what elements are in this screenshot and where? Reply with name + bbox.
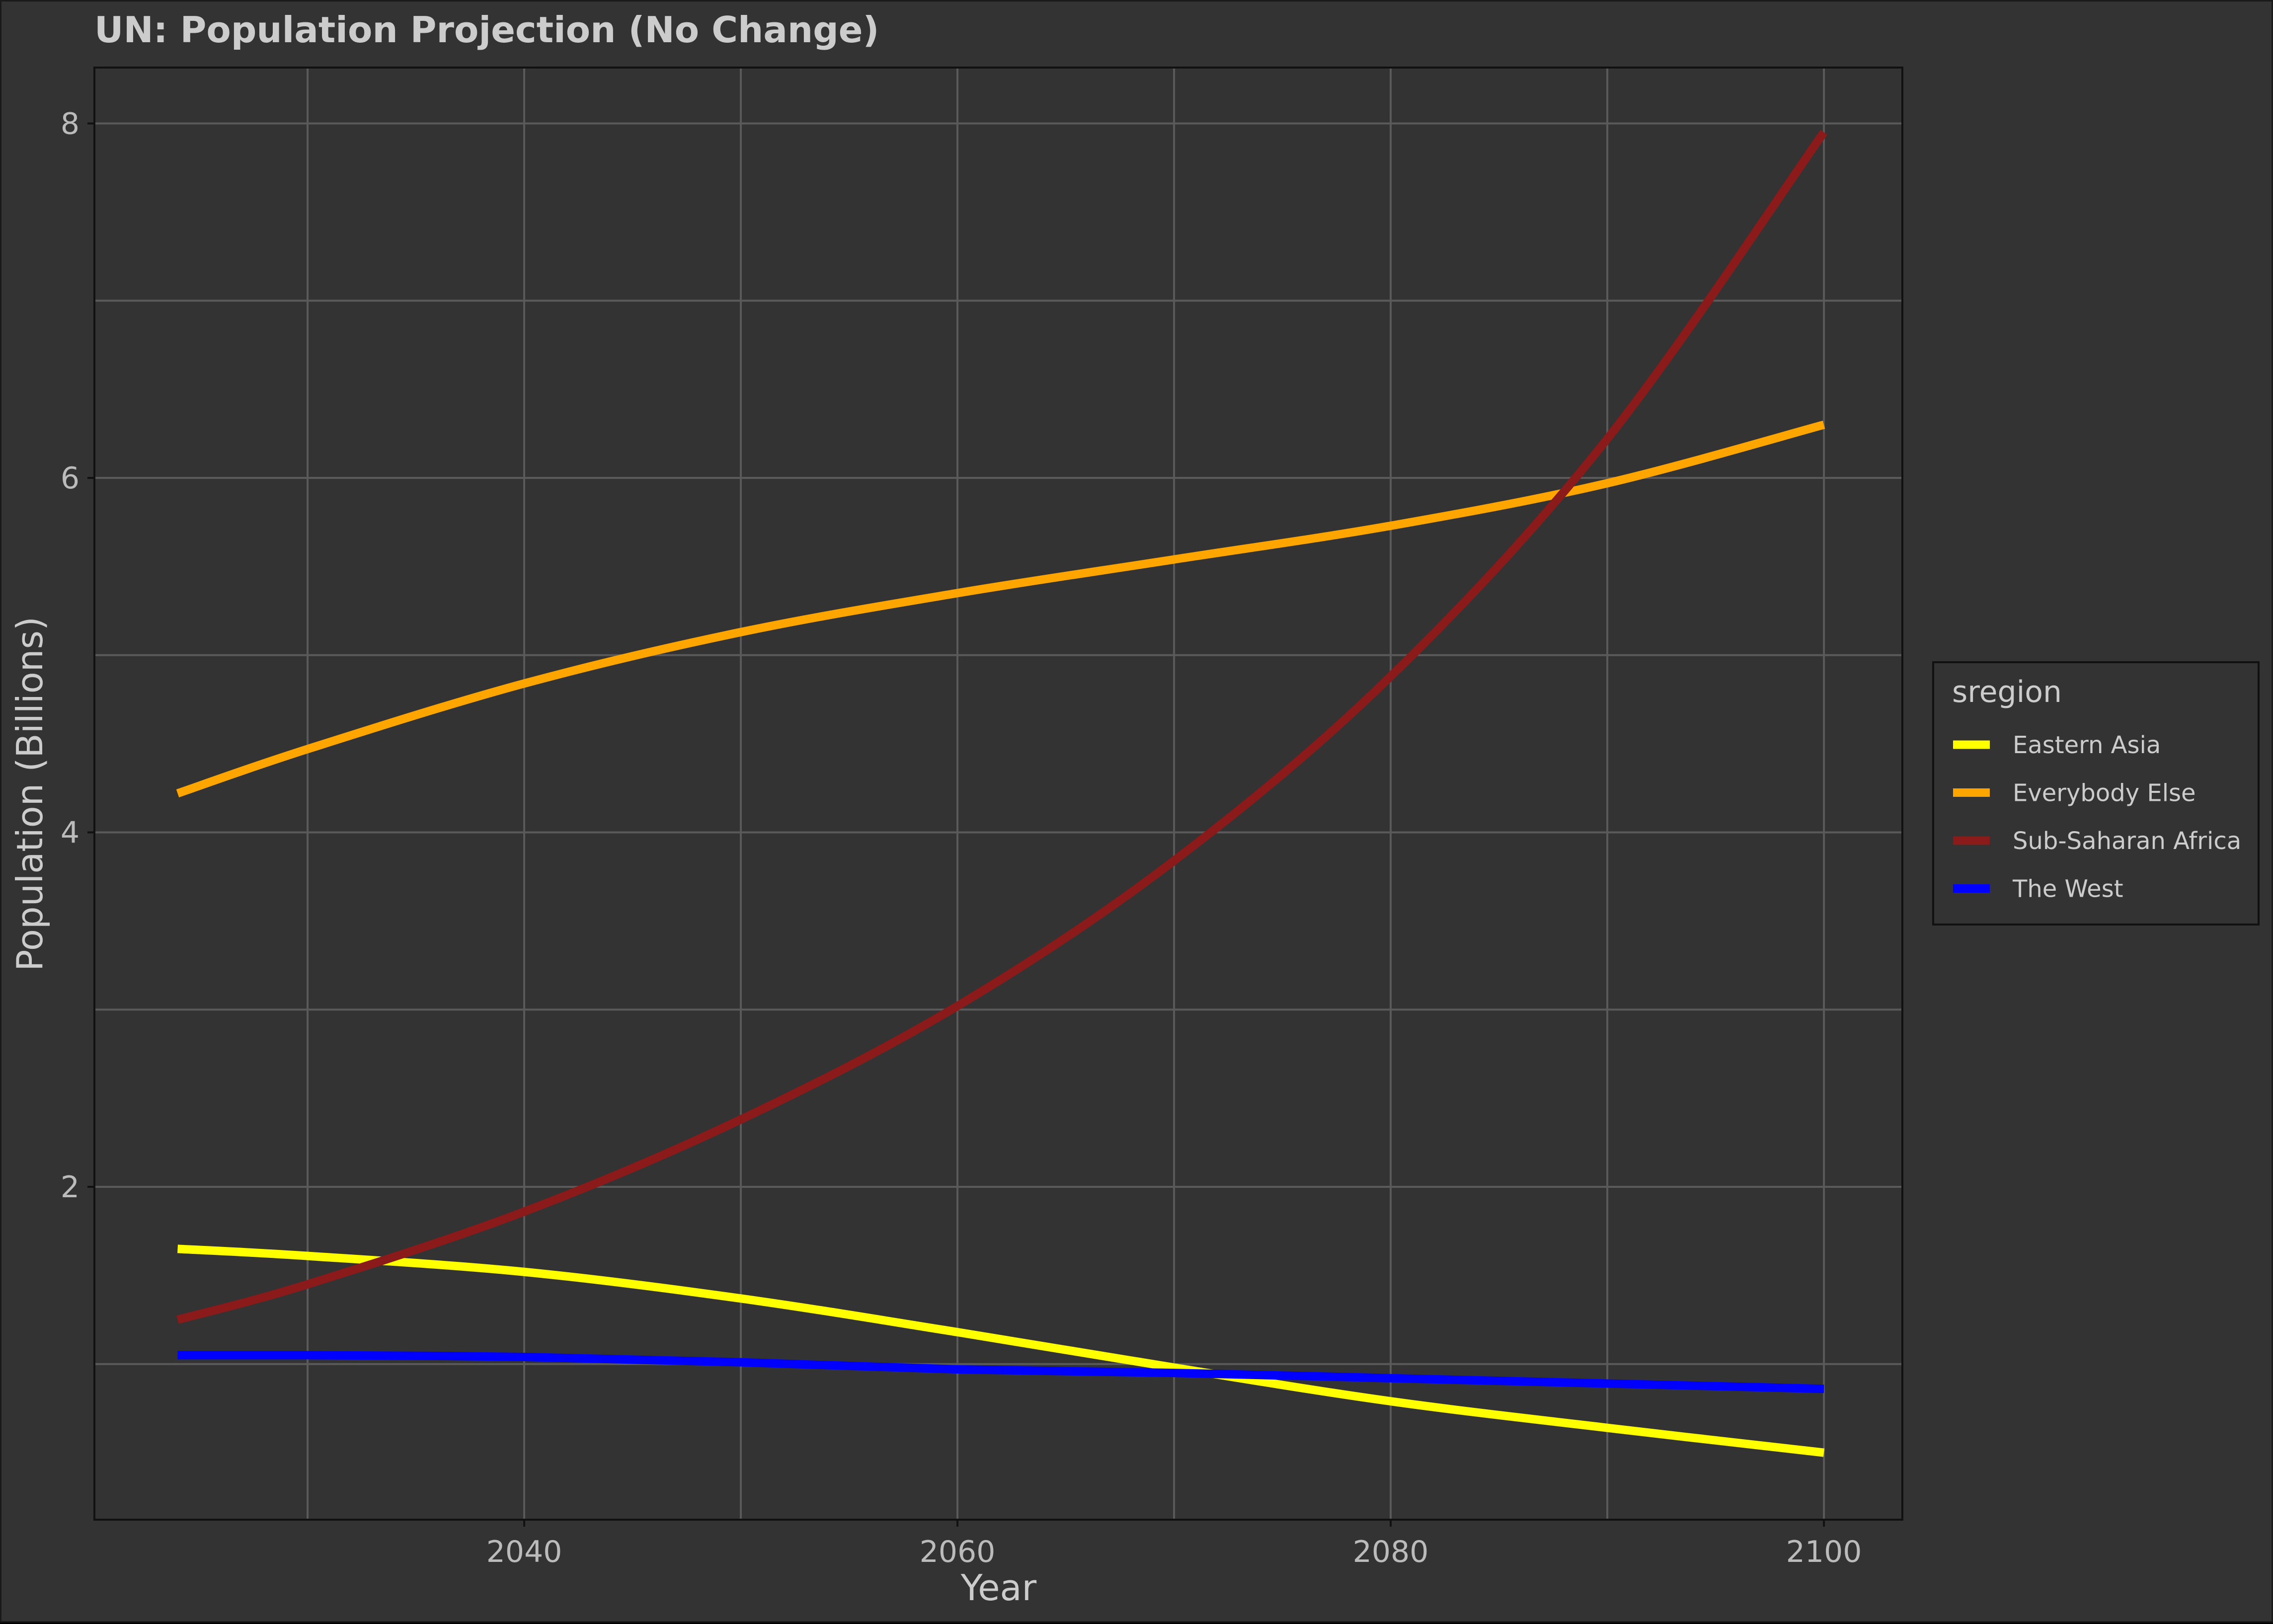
plot-frame (93, 67, 1903, 1521)
series-line-eastern-asia (177, 1244, 1825, 1457)
series-line-the-west (177, 1351, 1824, 1393)
legend: sregion Eastern Asia Everybody Else Sub-Sa… (1932, 661, 2260, 926)
x-tick-label: 2040 (486, 1535, 562, 1569)
y-tick-label: 6 (61, 461, 79, 496)
y-axis-title: Population (Billions) (9, 617, 51, 971)
gridlines (94, 68, 1902, 1520)
x-tick-label: 2100 (1786, 1535, 1862, 1569)
x-tick-label: 2060 (920, 1535, 996, 1569)
legend-title: sregion (1952, 675, 2062, 709)
legend-label: Eastern Asia (2013, 731, 2161, 759)
legend-label: Sub-Saharan Africa (2013, 827, 2241, 855)
x-axis-ticks: 2040 2060 2080 2100 (486, 1520, 1862, 1569)
legend-label: Everybody Else (2013, 779, 2196, 807)
legend-items: Eastern Asia Everybody Else Sub-Saharan Af… (1953, 731, 2241, 903)
plot-background (94, 68, 1902, 1520)
x-axis-title: Year (960, 1567, 1037, 1609)
series-line-sub-saharan-africa (176, 130, 1828, 1324)
legend-label: The West (2012, 875, 2123, 903)
panel-border (93, 67, 1903, 1521)
x-tick-label: 2080 (1353, 1535, 1429, 1569)
series-lines (176, 130, 1828, 1457)
y-tick-label: 4 (61, 816, 79, 851)
series-line-everybody-else (176, 420, 1825, 798)
y-tick-label: 2 (61, 1170, 79, 1205)
y-axis-ticks: 2 4 6 8 (61, 107, 94, 1205)
chart-title: UN: Population Projection (No Change) (94, 9, 879, 51)
y-tick-label: 8 (61, 107, 79, 142)
plot-panel (94, 68, 1902, 1520)
